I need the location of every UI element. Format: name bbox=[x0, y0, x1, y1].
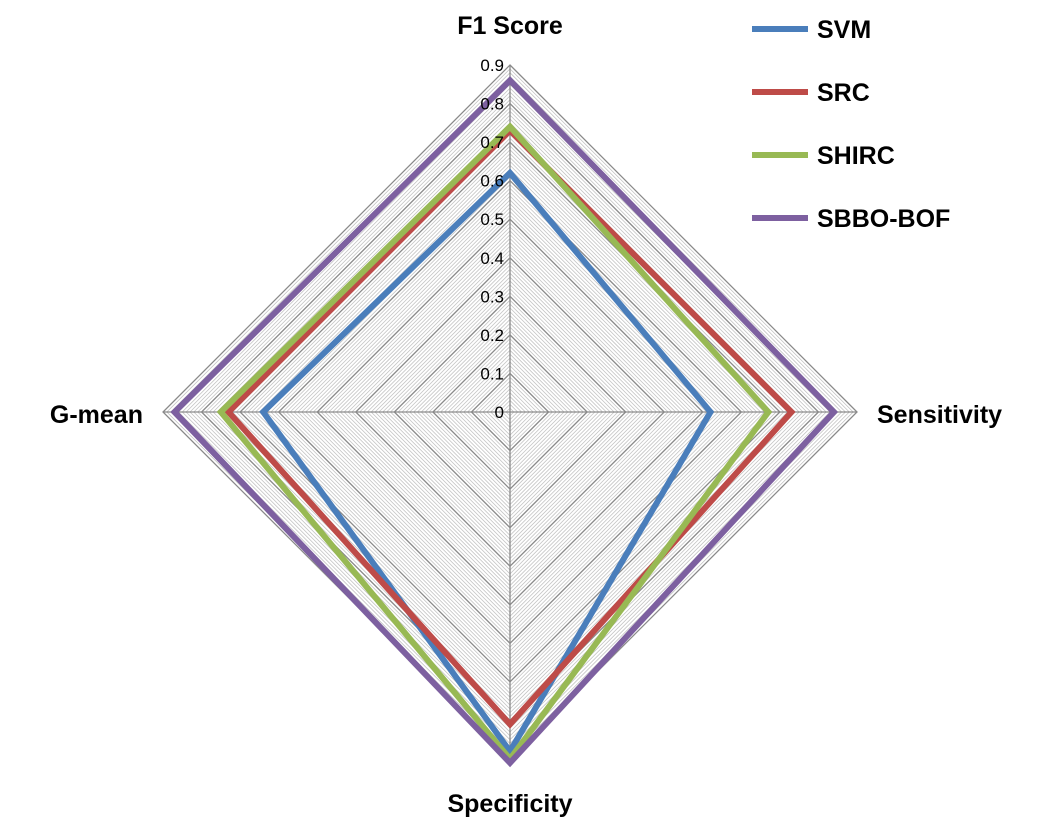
radar-series bbox=[170, 76, 839, 768]
axis-title-f1-score: F1 Score bbox=[457, 12, 563, 40]
tick-label: 0.4 bbox=[480, 249, 504, 268]
axis-title-specificity: Specificity bbox=[447, 790, 572, 818]
axis-title-g-mean: G-mean bbox=[50, 401, 143, 429]
legend-label-svm: SVM bbox=[817, 16, 871, 44]
tick-label: 0.1 bbox=[480, 364, 504, 383]
tick-label: 0.8 bbox=[480, 95, 504, 114]
tick-label: 0.7 bbox=[480, 133, 504, 152]
axis-titles: F1 Score Sensitivity Specificity G-mean bbox=[50, 12, 1002, 818]
legend: SVM SRC SHIRC SBBO-BOF bbox=[752, 16, 950, 233]
legend-label-shirc: SHIRC bbox=[817, 142, 895, 170]
legend-label-src: SRC bbox=[817, 79, 870, 107]
tick-label: 0.5 bbox=[480, 210, 504, 229]
axis-title-sensitivity: Sensitivity bbox=[877, 401, 1002, 429]
legend-label-sbbo-bof: SBBO-BOF bbox=[817, 205, 950, 233]
radial-tick-labels: 0 0.1 0.2 0.3 0.4 0.5 0.6 0.7 0.8 0.9 bbox=[480, 56, 504, 422]
tick-label: 0.6 bbox=[480, 172, 504, 191]
tick-label: 0.3 bbox=[480, 287, 504, 306]
tick-label: 0.2 bbox=[480, 326, 504, 345]
tick-label: 0.9 bbox=[480, 56, 504, 75]
tick-label: 0 bbox=[495, 403, 504, 422]
